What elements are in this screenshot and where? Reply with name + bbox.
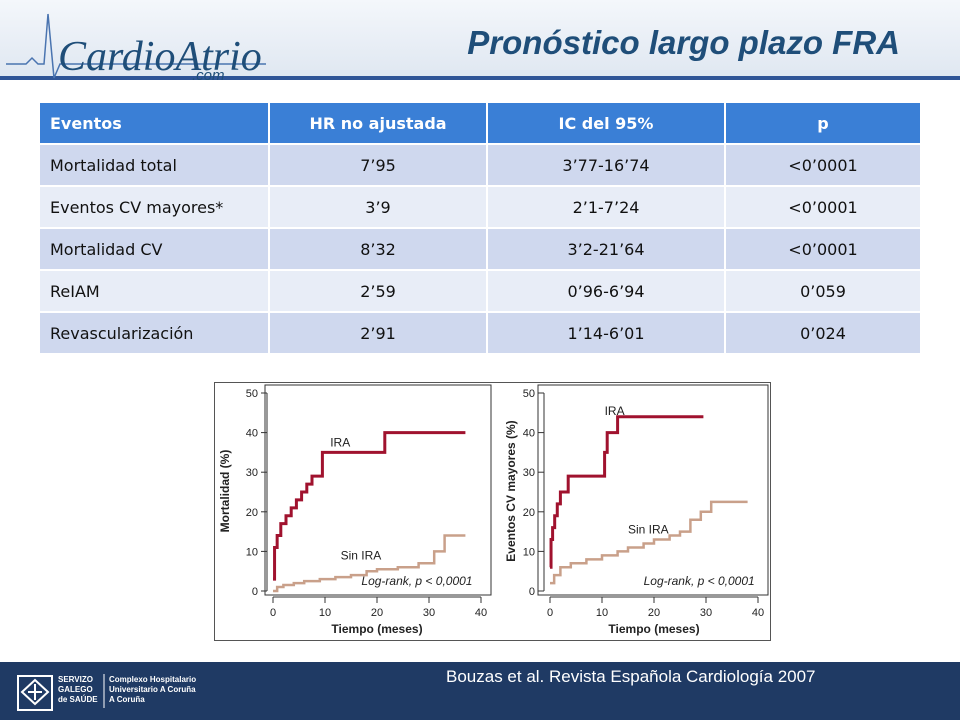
y-tick-label: 40 bbox=[523, 428, 535, 440]
table-cell: 0’059 bbox=[725, 269, 920, 312]
sergas-cross-icon bbox=[17, 675, 53, 711]
slide-title: Pronóstico largo plazo FRA bbox=[467, 24, 900, 61]
header-eventos: Eventos bbox=[40, 103, 270, 144]
table-row: ReIAM 2’59 0’96-6’94 0’059 bbox=[40, 269, 920, 312]
table-row: Revascularización 2’91 1’14-6’01 0’024 bbox=[40, 311, 920, 353]
footer-band bbox=[0, 662, 960, 720]
table-cell: 3’77-16’74 bbox=[487, 143, 726, 186]
header-hr: HR no ajustada bbox=[269, 103, 488, 144]
y-tick-label: 40 bbox=[246, 428, 258, 440]
series-line-ira bbox=[549, 415, 704, 569]
org-left-line3: de SAÚDE bbox=[58, 695, 98, 704]
y-tick-label: 20 bbox=[246, 507, 258, 519]
x-tick-label: 0 bbox=[547, 607, 553, 619]
series-label: Sin IRA bbox=[341, 548, 382, 562]
y-tick-label: 20 bbox=[523, 507, 535, 519]
org-right-line2: Universitario A Coruña bbox=[109, 685, 196, 694]
table-cell: 8’32 bbox=[269, 227, 488, 270]
y-axis-label: Mortalidad (%) bbox=[218, 450, 232, 533]
series-label: Sin IRA bbox=[628, 523, 669, 537]
y-axis-label: Eventos CV mayores (%) bbox=[504, 420, 518, 561]
heartbeat-icon bbox=[6, 13, 266, 79]
y-tick-label: 0 bbox=[252, 586, 258, 598]
table-cell: Eventos CV mayores* bbox=[40, 185, 270, 228]
chart-panel-1: 0 10 20 30 40 50 0 10 20 30 40 Tiempo (meses) Evento… bbox=[504, 384, 769, 636]
table-row: Mortalidad CV 8’32 3’2-21’64 <0’0001 bbox=[40, 227, 920, 270]
y-tick-label: 30 bbox=[246, 467, 258, 479]
survival-figure: 0 10 20 30 40 50 0 10 20 30 40 Tiempo (meses) Mortal… bbox=[214, 382, 771, 641]
y-tick-label: 50 bbox=[246, 388, 258, 400]
x-tick-label: 0 bbox=[270, 607, 276, 619]
chart-panel-0: 0 10 20 30 40 50 0 10 20 30 40 Tiempo (meses) Mortal… bbox=[218, 384, 492, 636]
table-cell: <0’0001 bbox=[725, 185, 920, 228]
x-tick-label: 30 bbox=[700, 607, 712, 619]
x-tick-label: 40 bbox=[752, 607, 764, 619]
logo-subtext: .com bbox=[192, 67, 225, 84]
table-cell: <0’0001 bbox=[725, 143, 920, 186]
y-tick-label: 10 bbox=[523, 546, 535, 558]
org-left-line1: SERVIZO bbox=[58, 675, 93, 684]
x-tick-label: 30 bbox=[423, 607, 435, 619]
table-cell: 2’91 bbox=[269, 311, 488, 353]
table-cell: 2’59 bbox=[269, 269, 488, 312]
x-tick-label: 10 bbox=[596, 607, 608, 619]
x-axis-label: Tiempo (meses) bbox=[608, 622, 699, 636]
sergas-logo: SERVIZO GALEGO de SAÚDE Complexo Hospita… bbox=[16, 668, 246, 714]
org-right-line3: A Coruña bbox=[109, 695, 145, 704]
header-band bbox=[0, 0, 960, 78]
cardioatrio-logo: CardioAtrio .com bbox=[6, 4, 266, 84]
y-tick-label: 10 bbox=[246, 546, 258, 558]
table-row: Mortalidad total 7’95 3’77-16’74 <0’0001 bbox=[40, 143, 920, 186]
table-cell: 1’14-6’01 bbox=[487, 311, 726, 353]
survival-charts-svg: 0 10 20 30 40 50 0 10 20 30 40 Tiempo (meses) Mortal… bbox=[218, 384, 769, 636]
table-cell: Mortalidad total bbox=[40, 143, 270, 186]
header-p: p bbox=[725, 103, 920, 144]
org-left-line2: GALEGO bbox=[58, 685, 93, 694]
table-header-row: Eventos HR no ajustada IC del 95% p bbox=[40, 103, 920, 144]
y-tick-label: 50 bbox=[523, 388, 535, 400]
citation: Bouzas et al. Revista Española Cardiolog… bbox=[446, 667, 816, 686]
series-line-ira bbox=[273, 431, 466, 581]
logo-text: CardioAtrio bbox=[58, 34, 262, 80]
table-cell: Revascularización bbox=[40, 311, 270, 353]
org-right-line1: Complexo Hospitalario bbox=[109, 675, 196, 684]
series-line-sin-ira bbox=[550, 500, 748, 585]
header-divider bbox=[0, 76, 960, 80]
y-tick-label: 0 bbox=[529, 586, 535, 598]
table-cell: ReIAM bbox=[40, 269, 270, 312]
x-tick-label: 20 bbox=[648, 607, 660, 619]
x-tick-label: 10 bbox=[319, 607, 331, 619]
plot-frame bbox=[537, 384, 769, 596]
table-cell: 3’2-21’64 bbox=[487, 227, 726, 270]
header-ic: IC del 95% bbox=[487, 103, 726, 144]
table-cell: 2’1-7’24 bbox=[487, 185, 726, 228]
results-table: Eventos HR no ajustada IC del 95% p Mort… bbox=[40, 103, 920, 353]
plot-frame bbox=[264, 384, 492, 596]
y-tick-label: 30 bbox=[523, 467, 535, 479]
table-cell: 0’024 bbox=[725, 311, 920, 353]
table-cell: 3’9 bbox=[269, 185, 488, 228]
logrank-annotation: Log-rank, p < 0,0001 bbox=[361, 574, 472, 588]
table-cell: 7’95 bbox=[269, 143, 488, 186]
series-label: IRA bbox=[605, 404, 625, 418]
series-line-sin-ira bbox=[273, 534, 466, 593]
x-axis-label: Tiempo (meses) bbox=[331, 622, 422, 636]
table-cell: 0’96-6’94 bbox=[487, 269, 726, 312]
logrank-annotation: Log-rank, p < 0,0001 bbox=[644, 574, 755, 588]
table-row: Eventos CV mayores* 3’9 2’1-7’24 <0’0001 bbox=[40, 185, 920, 228]
x-tick-label: 20 bbox=[371, 607, 383, 619]
table-cell: Mortalidad CV bbox=[40, 227, 270, 270]
x-tick-label: 40 bbox=[475, 607, 487, 619]
series-label: IRA bbox=[330, 435, 350, 449]
table-cell: <0’0001 bbox=[725, 227, 920, 270]
